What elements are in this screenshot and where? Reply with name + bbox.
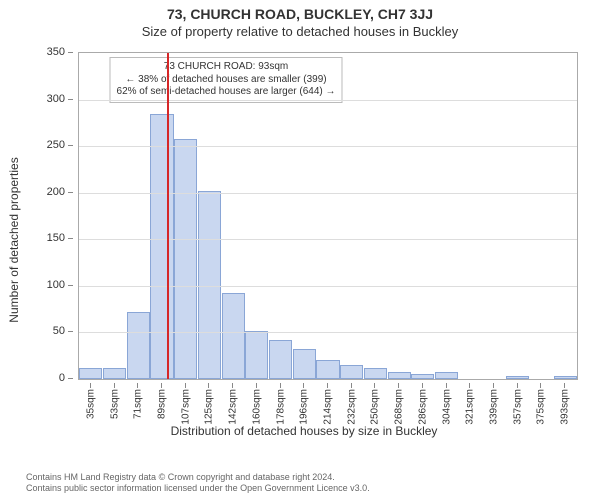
y-axis-label: Number of detached properties [7,157,21,322]
bar [269,340,292,379]
x-tick-label: 196sqm [299,389,310,425]
page-title: 73, CHURCH ROAD, BUCKLEY, CH7 3JJ [0,0,600,22]
x-tick-label: 71sqm [133,389,144,419]
x-tick-label: 321sqm [465,389,476,425]
y-tick-label: 0 [59,372,65,384]
y-tick-label: 200 [47,186,65,198]
gridline [79,332,577,333]
annotation-line: ← 38% of detached houses are smaller (39… [117,74,336,87]
bar [411,374,434,379]
bar [222,293,245,379]
x-tick-label: 232sqm [346,389,357,425]
bar [506,376,529,379]
x-tick-label: 160sqm [251,389,262,425]
bar [435,372,458,379]
x-tick-label: 125sqm [204,389,215,425]
x-tick-label: 35sqm [85,389,96,419]
x-tick-label: 107sqm [180,389,191,425]
bar [79,368,102,379]
x-tick-label: 214sqm [323,389,334,425]
gridline [79,193,577,194]
bar [103,368,126,379]
x-tick-label: 339sqm [489,389,500,425]
x-tick-label: 393sqm [560,389,571,425]
annotation-line: 62% of semi-detached houses are larger (… [117,86,336,99]
x-tick-label: 357sqm [512,389,523,425]
x-tick-label: 268sqm [394,389,405,425]
page: 73, CHURCH ROAD, BUCKLEY, CH7 3JJ Size o… [0,0,600,500]
gridline [79,286,577,287]
footer: Contains HM Land Registry data © Crown c… [26,472,590,495]
bar [174,139,197,379]
y-tick-label: 350 [47,46,65,58]
marker-line [167,53,169,379]
bar [388,372,411,379]
x-tick-label: 304sqm [441,389,452,425]
x-tick-label: 250sqm [370,389,381,425]
x-axis-label: Distribution of detached houses by size … [26,424,582,438]
page-subtitle: Size of property relative to detached ho… [0,22,600,39]
x-tick-label: 375sqm [536,389,547,425]
footer-line-1: Contains HM Land Registry data © Crown c… [26,472,590,483]
x-tick-label: 178sqm [275,389,286,425]
bar [554,376,577,379]
x-tick-label: 286sqm [417,389,428,425]
bar [293,349,316,379]
y-tick-label: 250 [47,139,65,151]
bar [150,114,173,379]
bar [340,365,363,379]
bar [316,360,339,379]
annotation-line: 73 CHURCH ROAD: 93sqm [117,61,336,74]
gridline [79,239,577,240]
y-tick-label: 50 [53,325,65,337]
x-tick-label: 142sqm [228,389,239,425]
bar [364,368,387,379]
annotation-box: 73 CHURCH ROAD: 93sqm← 38% of detached h… [110,57,343,103]
chart: Number of detached properties 73 CHURCH … [26,46,582,434]
x-tick-label: 89sqm [157,389,168,419]
plot-area: 73 CHURCH ROAD: 93sqm← 38% of detached h… [78,52,578,380]
gridline [79,146,577,147]
y-tick-label: 300 [47,93,65,105]
x-tick-label: 53sqm [109,389,120,419]
y-tick-label: 100 [47,279,65,291]
bar [245,331,268,379]
footer-line-2: Contains public sector information licen… [26,483,590,494]
gridline [79,100,577,101]
y-tick-label: 150 [47,232,65,244]
bar [127,312,150,379]
